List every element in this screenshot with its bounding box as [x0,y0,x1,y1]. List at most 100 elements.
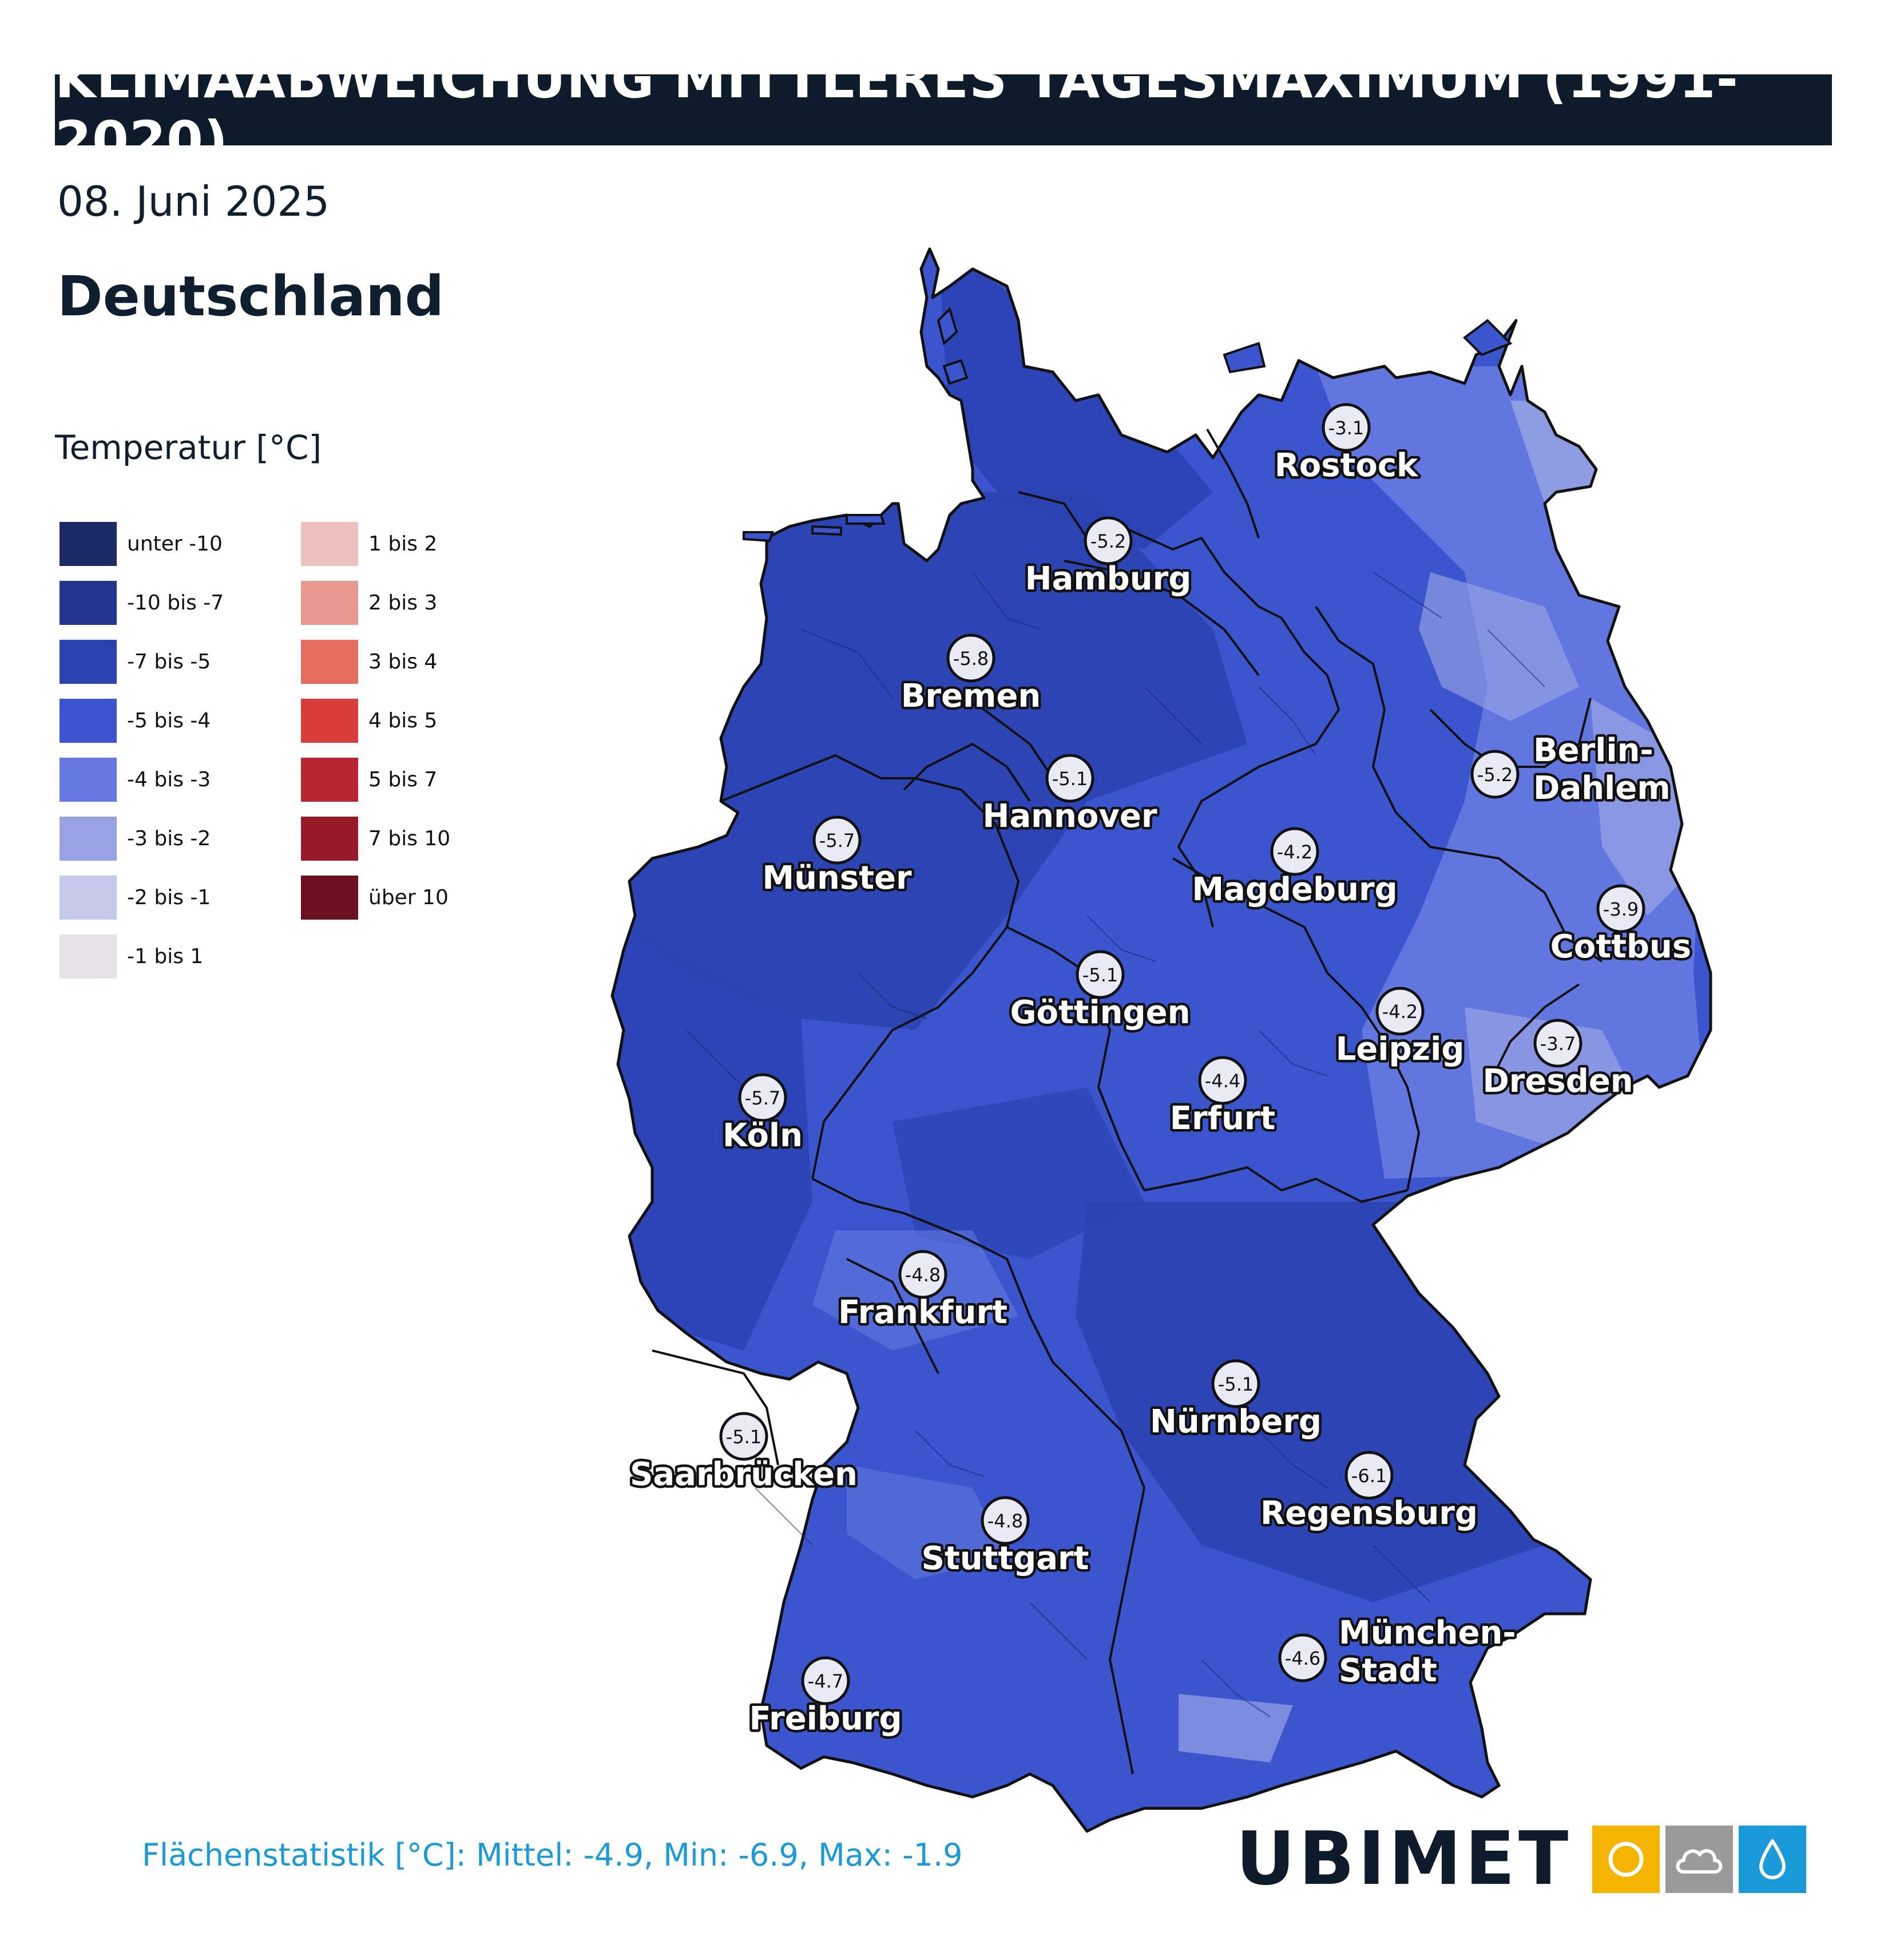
legend-item: über 10 [301,876,450,920]
city-name: Köln [723,1117,803,1154]
city-marker: -5.1 Hannover [980,754,1160,838]
city-value-circle [1596,884,1645,933]
city-marker: -4.2 Leipzig [1333,987,1467,1071]
city-value: -5.7 [819,830,855,852]
legend-label: unter -10 [127,532,223,556]
legend-label: -2 bis -1 [127,886,211,909]
legend-item: -4 bis -3 [60,758,224,802]
city-value: -3.7 [1540,1033,1576,1055]
city-name: Saarbrücken [630,1456,858,1493]
city-value-circle [1533,1019,1582,1068]
legend-label: 4 bis 5 [368,709,438,732]
legend-item: -2 bis -1 [60,876,224,920]
temperature-anomaly-field [610,247,1712,1833]
city-value: -3.1 [1328,417,1364,439]
city-marker: -3.7 Dresden [1480,1019,1636,1103]
city-marker: -4.8 Frankfurt [836,1250,1010,1334]
city-marker: -4.8 Stuttgart [919,1496,1092,1580]
city-marker: -4.2 Magdeburg [1189,827,1400,911]
legend-swatch [60,935,117,979]
legend-swatch [301,817,358,861]
city-name: Berlin-Dahlem [1533,732,1671,807]
city-marker: -5.2 Hamburg [1022,516,1194,600]
legend-label: 7 bis 10 [368,827,451,850]
city-name: Göttingen [1010,994,1191,1031]
city-name: Münster [762,860,912,897]
city-value-circle [1375,987,1425,1036]
logo-wordmark: UBIMET [1236,1816,1572,1902]
city-value: -4.8 [905,1264,941,1286]
city-marker: -5.7 Münster [760,815,914,900]
legend-label: -10 bis -7 [127,591,224,615]
city-value-circle [801,1656,850,1705]
city-value: -5.1 [1052,768,1088,790]
city-marker: -4.4 Erfurt [1167,1056,1278,1140]
city-value: -5.1 [1218,1373,1254,1395]
city-name: Freiburg [749,1700,902,1737]
legend-label: über 10 [368,886,449,909]
legend-item: unter -10 [60,522,224,566]
legend-swatch [60,699,117,743]
legend-item: -3 bis -2 [60,817,224,861]
legend-item: 3 bis 4 [301,640,450,684]
legend-item: -7 bis -5 [60,640,224,684]
city-value-circle [1076,950,1125,999]
city-name: Leipzig [1336,1031,1465,1068]
city-value-circle [1278,1633,1327,1682]
city-name: Bremen [901,678,1041,715]
city-value: -4.2 [1382,1001,1418,1023]
city-value-circle [981,1496,1030,1545]
city-value-circle [1084,516,1133,565]
legend-swatch [60,876,117,920]
legend-label: -5 bis -4 [127,709,211,732]
city-value: -6.1 [1351,1465,1387,1487]
area-statistics: Flächenstatistik [°C]: Mittel: -4.9, Min… [142,1837,963,1873]
city-marker: -5.7 Köln [720,1073,805,1157]
city-value-circle [1198,1056,1247,1105]
map-date: 08. Juni 2025 [57,177,330,225]
city-value: -5.2 [1477,764,1513,786]
city-name: Frankfurt [838,1294,1008,1331]
city-name: Regensburg [1260,1495,1478,1532]
city-marker: -3.9 Cottbus [1548,884,1694,968]
legend-column-cold: unter -10 -10 bis -7 -7 bis -5 -5 bis -4 -4 … [60,522,224,993]
city-marker: -4.6 München-Stadt [1278,1612,1518,1692]
ubimet-logo: UBIMET [1236,1816,1807,1902]
legend-label: 1 bis 2 [368,532,438,556]
legend-item: -10 bis -7 [60,581,224,625]
legend-swatch [60,522,117,566]
city-value: -5.7 [745,1087,780,1109]
drop-icon [1739,1826,1807,1893]
city-value: -4.6 [1285,1648,1320,1669]
city-marker: -4.7 Freiburg [747,1656,905,1740]
city-name: Stuttgart [922,1540,1089,1577]
legend-swatch [301,758,358,802]
legend-item: 5 bis 7 [301,758,450,802]
legend-label: -4 bis -3 [127,768,211,791]
city-value: -5.8 [953,648,989,670]
legend-title: Temperatur [°C] [55,428,322,467]
legend-swatch [301,876,358,920]
city-value: -4.4 [1205,1070,1240,1092]
city-value: -4.7 [808,1670,843,1692]
city-value: -5.1 [1082,964,1118,986]
legend-swatch [60,758,117,802]
city-value-circle [1470,750,1520,799]
legend-item: 7 bis 10 [301,817,450,861]
city-value-circle [898,1250,947,1299]
legend-label: 3 bis 4 [368,650,438,674]
state-borders [652,429,1603,1775]
city-name: Rostock [1275,447,1419,484]
city-value-circle [1322,403,1371,452]
city-name: Erfurt [1170,1100,1276,1137]
city-value: -3.9 [1603,898,1639,920]
city-value: -5.2 [1090,530,1126,552]
legend-label: 2 bis 3 [368,591,438,615]
city-name: Dresden [1482,1063,1633,1100]
city-marker: -5.1 Göttingen [1008,950,1193,1034]
city-value-circle [1211,1359,1260,1408]
city-value-circle [1045,754,1094,803]
legend-item: 4 bis 5 [301,699,450,743]
legend-label: -1 bis 1 [127,945,204,968]
